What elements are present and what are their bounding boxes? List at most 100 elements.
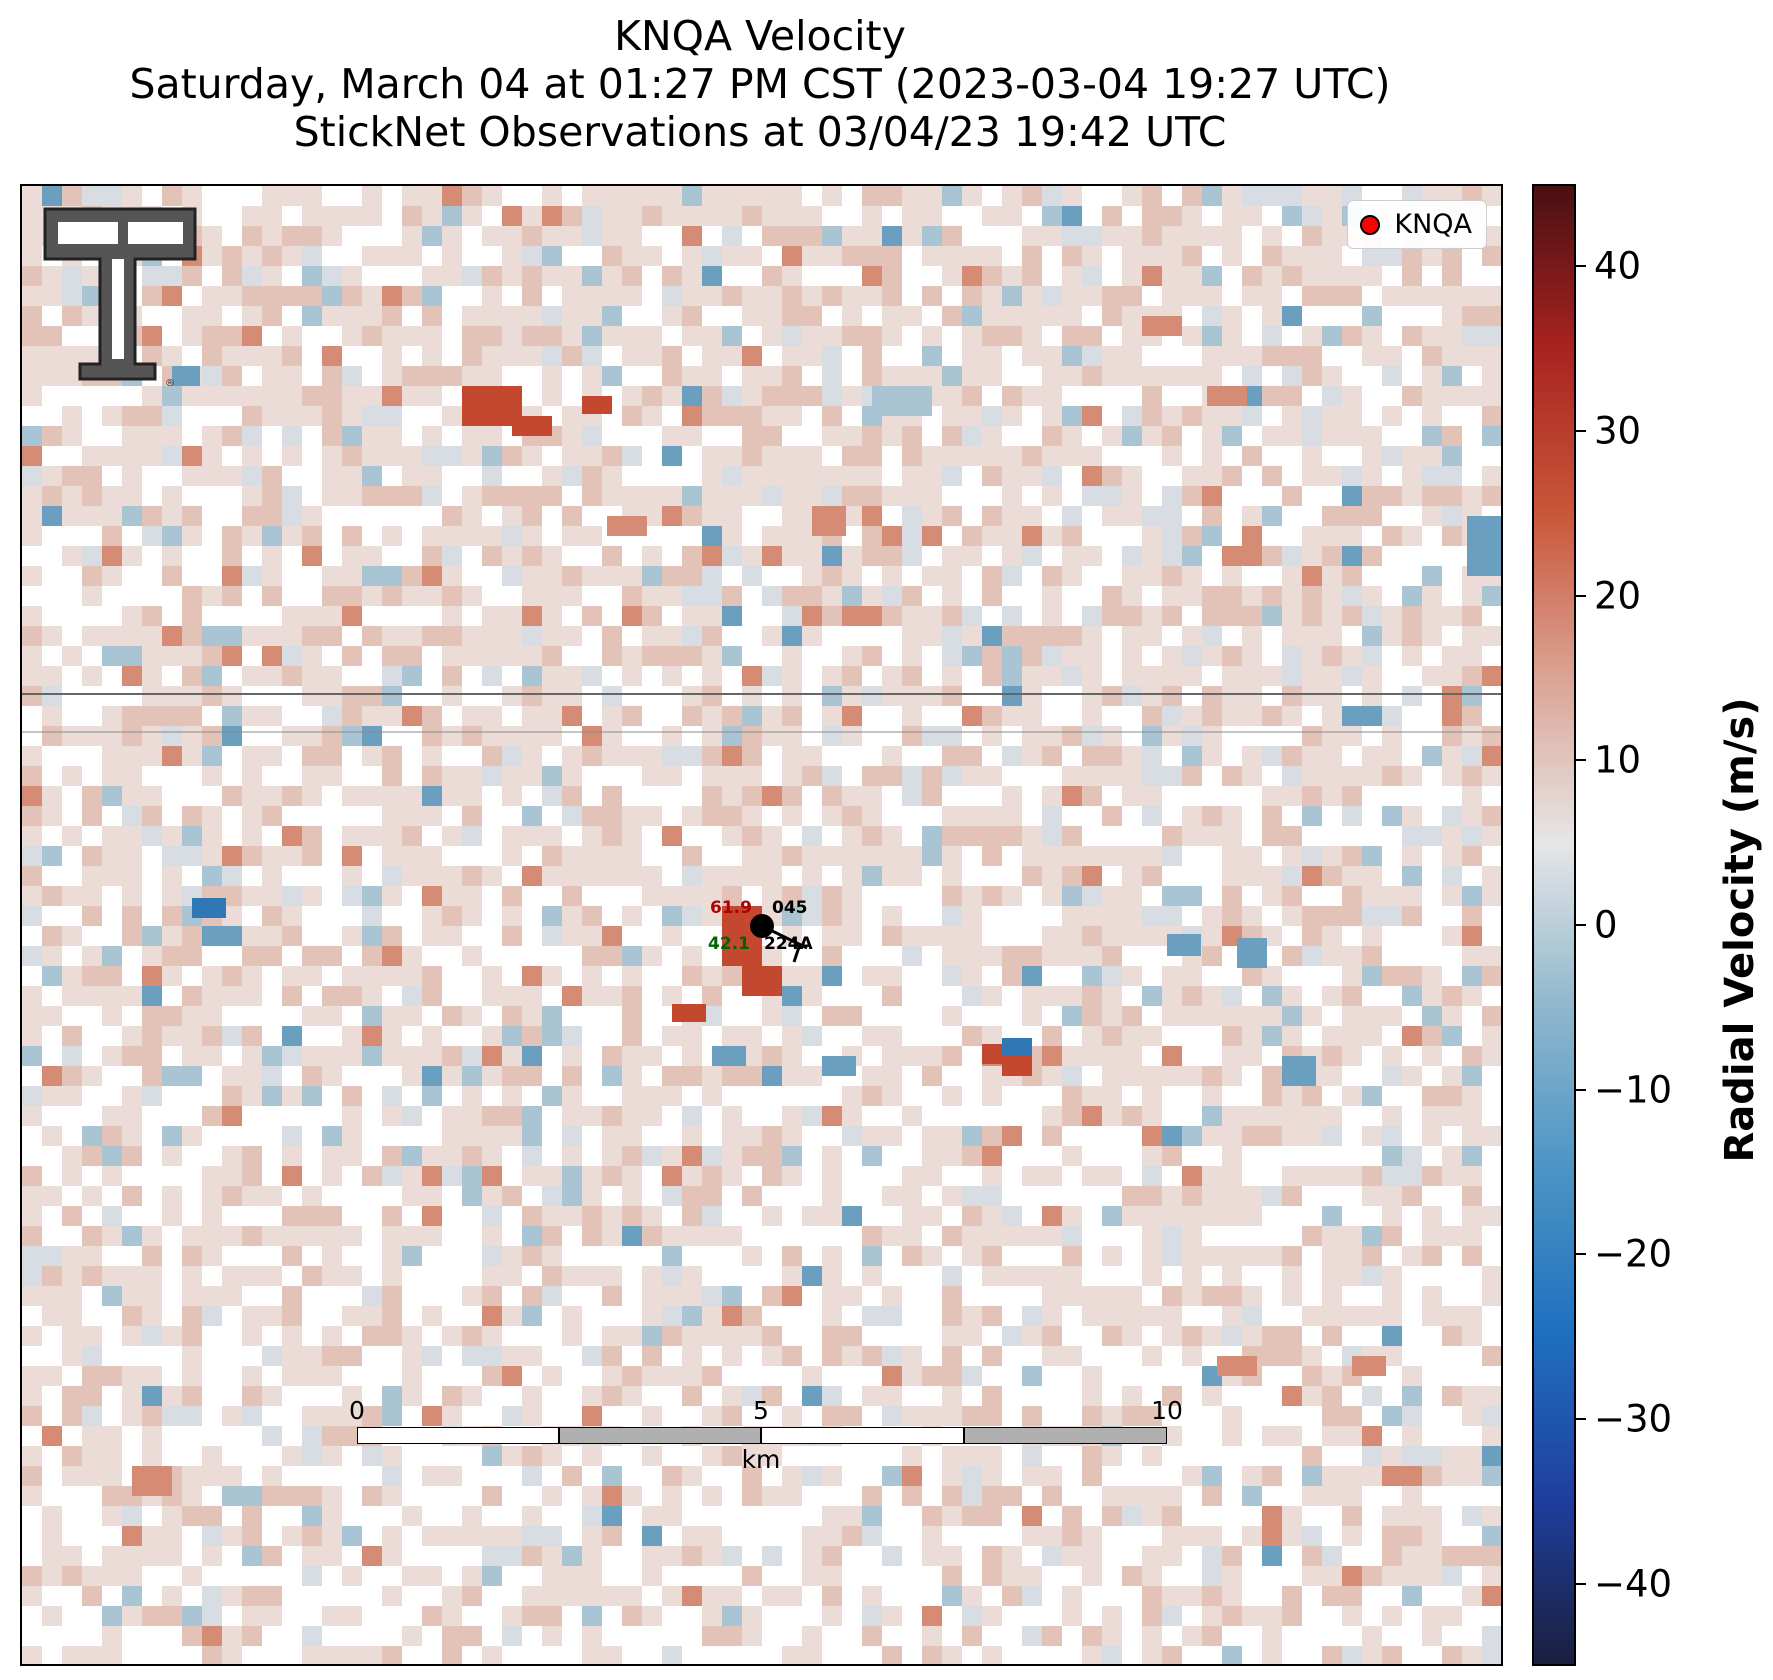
velocity-pixel	[1042, 1266, 1062, 1286]
velocity-pixel	[1022, 1006, 1042, 1026]
velocity-pixel	[122, 1046, 142, 1066]
velocity-pixel	[22, 846, 42, 866]
velocity-pixel	[622, 566, 642, 586]
velocity-pixel	[42, 966, 62, 986]
colorbar-tick	[1576, 1088, 1586, 1091]
velocity-pixel	[102, 1606, 122, 1626]
velocity-pixel	[682, 1146, 702, 1166]
velocity-pixel	[82, 1426, 102, 1446]
velocity-pixel	[1282, 1186, 1302, 1206]
velocity-pixel	[942, 386, 962, 406]
velocity-pixel	[562, 746, 582, 766]
velocity-pixel	[1442, 246, 1462, 266]
velocity-pixel	[982, 1446, 1002, 1466]
velocity-pixel	[262, 1046, 282, 1066]
velocity-pixel	[242, 626, 262, 646]
velocity-pixel	[502, 1126, 522, 1146]
velocity-pixel	[542, 1626, 562, 1646]
velocity-pixel	[1202, 486, 1222, 506]
velocity-pixel	[842, 226, 862, 246]
velocity-pixel	[22, 1266, 42, 1286]
velocity-pixel	[302, 546, 322, 566]
velocity-pixel	[1222, 1166, 1242, 1186]
velocity-pixel	[922, 1506, 942, 1526]
velocity-pixel	[1422, 586, 1442, 606]
velocity-pixel	[1502, 406, 1503, 426]
velocity-pixel	[422, 746, 442, 766]
velocity-pixel	[222, 1106, 242, 1126]
velocity-pixel	[202, 466, 222, 486]
velocity-pixel	[122, 1266, 142, 1286]
velocity-pixel	[982, 1226, 1002, 1246]
velocity-pixel	[902, 206, 922, 226]
velocity-pixel	[382, 426, 402, 446]
velocity-pixel	[1242, 866, 1262, 886]
velocity-pixel	[582, 1346, 602, 1366]
velocity-pixel	[182, 306, 202, 326]
velocity-pixel	[1382, 1186, 1402, 1206]
velocity-pixel	[802, 746, 822, 766]
velocity-pixel	[1322, 366, 1342, 386]
radar-map[interactable]: ® KNQA 61.9 045 42.1 224A 0 5 10 km	[20, 184, 1503, 1666]
velocity-pixel	[302, 606, 322, 626]
velocity-pixel	[1442, 1446, 1462, 1466]
velocity-pixel	[1182, 566, 1202, 586]
velocity-pixel	[1402, 1426, 1422, 1446]
velocity-pixel	[922, 346, 942, 366]
velocity-pixel	[882, 426, 902, 446]
velocity-pixel	[1442, 486, 1462, 506]
velocity-pixel	[942, 586, 962, 606]
velocity-pixel	[1322, 866, 1342, 886]
velocity-pixel	[242, 806, 262, 826]
velocity-pixel	[1062, 1066, 1082, 1086]
velocity-pixel	[402, 846, 422, 866]
velocity-pixel	[182, 746, 202, 766]
velocity-pixel	[1402, 266, 1422, 286]
velocity-pixel	[102, 1266, 122, 1286]
velocity-pixel	[1422, 366, 1442, 386]
velocity-pixel	[482, 1346, 502, 1366]
velocity-pixel	[1202, 626, 1222, 646]
velocity-pixel	[1462, 1326, 1482, 1346]
velocity-pixel	[1062, 1506, 1082, 1526]
velocity-pixel	[1482, 866, 1501, 886]
velocity-pixel	[642, 946, 662, 966]
velocity-pixel	[942, 1586, 962, 1606]
velocity-pixel	[382, 386, 402, 406]
velocity-pixel	[1502, 766, 1503, 786]
velocity-pixel	[662, 506, 682, 526]
velocity-pixel	[442, 1586, 462, 1606]
velocity-pixel	[1362, 906, 1382, 926]
velocity-pixel	[342, 446, 362, 466]
velocity-pixel	[1342, 1166, 1362, 1186]
velocity-pixel	[102, 1626, 122, 1646]
velocity-pixel	[322, 1206, 342, 1226]
velocity-pixel	[902, 866, 922, 886]
velocity-pixel	[462, 1126, 482, 1146]
velocity-pixel	[942, 1086, 962, 1106]
velocity-pixel	[682, 906, 702, 926]
velocity-pixel	[802, 766, 822, 786]
velocity-pixel	[1062, 906, 1082, 926]
velocity-pixel	[362, 286, 382, 306]
velocity-pixel	[702, 1206, 722, 1226]
velocity-pixel	[1162, 846, 1182, 866]
velocity-pixel	[742, 1306, 762, 1326]
velocity-pixel	[1322, 1286, 1342, 1306]
velocity-pixel	[862, 1506, 882, 1526]
velocity-pixel	[22, 1586, 42, 1606]
velocity-pixel	[1462, 1446, 1482, 1466]
velocity-pixel	[462, 486, 482, 506]
velocity-pixel	[282, 626, 302, 646]
velocity-pixel	[902, 306, 922, 326]
velocity-pixel	[882, 1546, 902, 1566]
velocity-pixel	[1062, 786, 1082, 806]
velocity-pixel	[1242, 346, 1262, 366]
velocity-pixel	[242, 1046, 262, 1066]
velocity-pixel	[82, 1246, 102, 1266]
velocity-pixel	[1182, 1246, 1202, 1266]
velocity-pixel	[842, 1106, 862, 1126]
velocity-pixel	[122, 486, 142, 506]
velocity-pixel	[1282, 846, 1302, 866]
velocity-pixel	[422, 566, 442, 586]
